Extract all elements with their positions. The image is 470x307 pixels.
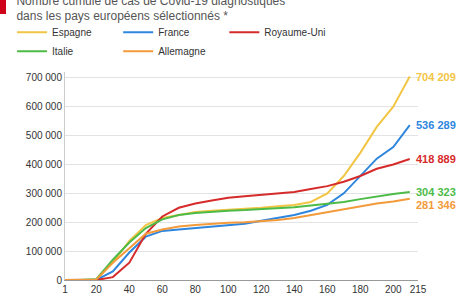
svg-text:180: 180 [352, 284, 369, 295]
svg-text:80: 80 [190, 284, 202, 295]
svg-text:140: 140 [286, 284, 303, 295]
svg-text:Italie: Italie [52, 46, 74, 57]
svg-text:160: 160 [319, 284, 336, 295]
svg-text:Allemagne: Allemagne [158, 46, 206, 57]
svg-text:Royaume-Uni: Royaume-Uni [264, 27, 325, 38]
svg-text:Espagne: Espagne [52, 27, 92, 38]
svg-text:281 346: 281 346 [416, 199, 456, 211]
svg-text:215: 215 [410, 284, 427, 295]
svg-text:0: 0 [56, 275, 62, 286]
svg-text:700 000: 700 000 [26, 72, 63, 83]
svg-text:Nombre cumulé de cas de Covid-: Nombre cumulé de cas de Covid-19 diagnos… [16, 0, 285, 23]
svg-text:300 000: 300 000 [26, 188, 63, 199]
svg-text:120: 120 [253, 284, 270, 295]
svg-text:100 000: 100 000 [26, 246, 63, 257]
svg-text:200: 200 [385, 284, 402, 295]
svg-text:500 000: 500 000 [26, 130, 63, 141]
svg-text:536 289: 536 289 [416, 119, 456, 131]
svg-text:1: 1 [62, 284, 68, 295]
svg-text:40: 40 [124, 284, 136, 295]
svg-text:60: 60 [157, 284, 169, 295]
svg-text:France: France [158, 27, 190, 38]
svg-text:704 209: 704 209 [416, 71, 456, 83]
svg-text:600 000: 600 000 [26, 101, 63, 112]
svg-text:100: 100 [220, 284, 237, 295]
svg-text:418 889: 418 889 [416, 153, 456, 165]
svg-text:200 000: 200 000 [26, 217, 63, 228]
svg-text:20: 20 [91, 284, 103, 295]
svg-text:400 000: 400 000 [26, 159, 63, 170]
svg-text:304 323: 304 323 [416, 186, 456, 198]
